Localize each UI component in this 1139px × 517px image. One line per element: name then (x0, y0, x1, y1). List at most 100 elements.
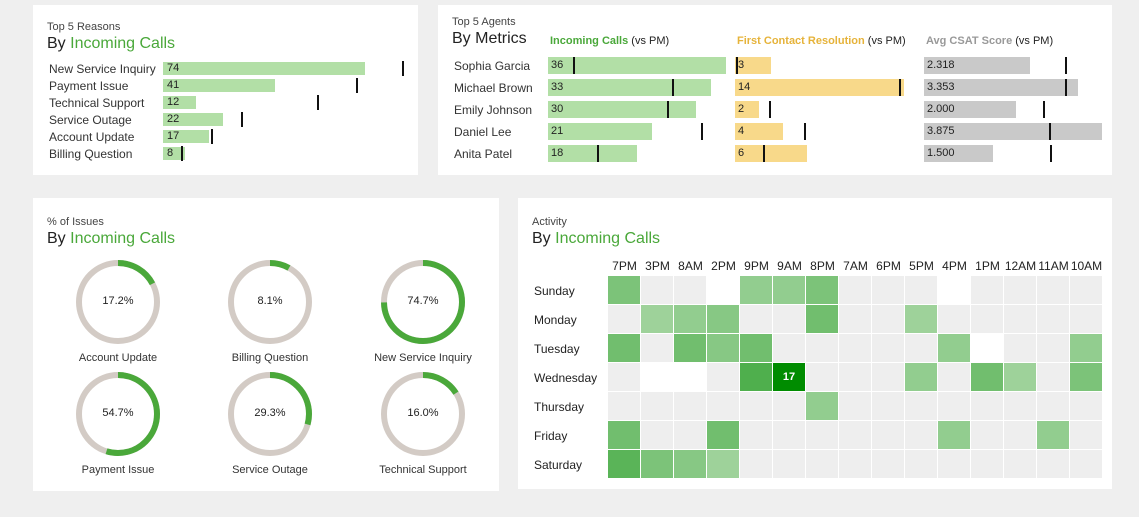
donut-category: Technical Support (379, 464, 467, 476)
agent-target-marker (597, 145, 600, 162)
heatmap-row-label: Saturday (534, 458, 583, 472)
heatmap-cell (707, 334, 739, 362)
agent-target-marker (1043, 101, 1046, 118)
heatmap-cell (806, 334, 838, 362)
heatmap-col-label: 8AM (678, 259, 703, 273)
agents-vs-label: (vs PM) (1012, 35, 1054, 47)
agents-small-title: Top 5 Agents (452, 16, 516, 28)
agent-value: 18 (551, 147, 564, 159)
heatmap-cell (674, 363, 706, 391)
reasons-small-title: Top 5 Reasons (47, 21, 121, 33)
heatmap-cell (971, 305, 1003, 333)
agent-name: Michael Brown (454, 81, 533, 95)
issue-donut (381, 260, 465, 344)
heatmap-cell (707, 276, 739, 304)
heatmap-cell (839, 276, 871, 304)
heatmap-col-label: 10AM (1070, 259, 1103, 273)
heatmap-cell (971, 334, 1003, 362)
heatmap-cell (1037, 334, 1069, 362)
reasons-title-accent: Incoming Calls (70, 35, 176, 52)
heatmap-cell (707, 392, 739, 420)
heatmap-cell (1070, 392, 1102, 420)
heatmap-col-label: 5PM (909, 259, 934, 273)
agent-bar (924, 79, 1079, 96)
agent-target-marker (1065, 57, 1068, 74)
heatmap-col-label: 4PM (942, 259, 967, 273)
heatmap-cell (1070, 450, 1102, 478)
heatmap-cell (938, 305, 970, 333)
heatmap-col-label: 7PM (612, 259, 637, 273)
agents-vs-label: (vs PM) (864, 35, 906, 47)
heatmap-cell (971, 421, 1003, 449)
agent-target-marker (899, 79, 902, 96)
reason-target-marker (317, 95, 320, 110)
heatmap-cell (839, 450, 871, 478)
agent-name: Anita Patel (454, 147, 513, 161)
heatmap-row-label: Sunday (534, 284, 575, 298)
agent-target-marker (666, 101, 669, 118)
reasons-bar-chart: New Service Inquiry 74 Payment Issue 41 Tech… (33, 5, 418, 175)
agents-series-header: Incoming Calls (vs PM) (550, 35, 669, 47)
heatmap-cell (773, 450, 805, 478)
agent-target-marker (1048, 123, 1051, 140)
activity-title-prefix: By (532, 230, 556, 247)
issues-title: By Incoming Calls (47, 230, 175, 248)
heatmap-cell (1037, 305, 1069, 333)
reason-value: 12 (167, 96, 180, 108)
heatmap-cell (971, 392, 1003, 420)
heatmap-cell (674, 276, 706, 304)
heatmap-cell (806, 305, 838, 333)
heatmap-col-label: 1PM (975, 259, 1000, 273)
agent-target-marker (768, 101, 771, 118)
agent-value: 14 (738, 81, 751, 93)
heatmap-cell (1004, 276, 1036, 304)
heatmap-col-label: 6PM (876, 259, 901, 273)
heatmap-cell (674, 421, 706, 449)
heatmap-cell (641, 305, 673, 333)
heatmap-cell (806, 450, 838, 478)
agents-series-header: Avg CSAT Score (vs PM) (926, 35, 1053, 47)
donut-category: New Service Inquiry (374, 352, 472, 364)
heatmap-cell (740, 421, 772, 449)
heatmap-row-label: Wednesday (534, 371, 598, 385)
heatmap-cell (839, 305, 871, 333)
reason-bar (163, 147, 185, 160)
heatmap-cell (1037, 450, 1069, 478)
issues-panel: % of Issues By Incoming Calls 17.2% Accou… (33, 198, 499, 491)
reasons-panel: Top 5 Reasons By Incoming Calls New Serv… (33, 5, 418, 175)
heatmap-cell (839, 363, 871, 391)
reasons-title: By Incoming Calls (47, 35, 175, 53)
agent-bar (548, 57, 726, 74)
reason-value: 8 (167, 147, 174, 159)
agent-value: 2.318 (927, 59, 955, 71)
agent-name: Daniel Lee (454, 125, 512, 139)
donut-percent: 29.3% (254, 407, 286, 419)
heatmap-cell (905, 334, 937, 362)
heatmap-cell (839, 392, 871, 420)
agent-name: Sophia Garcia (454, 59, 531, 73)
agent-bar (924, 57, 1031, 74)
donut-category: Payment Issue (81, 464, 155, 476)
heatmap-cell (905, 276, 937, 304)
heatmap-col-label: 8PM (810, 259, 835, 273)
agent-target-marker (671, 79, 674, 96)
heatmap-cell (1070, 334, 1102, 362)
donut-slice (76, 372, 160, 456)
heatmap-cell (1037, 392, 1069, 420)
agent-target-marker (736, 57, 739, 74)
heatmap-col-label: 9AM (777, 259, 802, 273)
heatmap-cell (1070, 363, 1102, 391)
donut-category: Account Update (78, 352, 158, 364)
heatmap-cell (641, 450, 673, 478)
agents-series-header: First Contact Resolution (vs PM) (737, 35, 906, 47)
donut-slice (381, 372, 465, 456)
heatmap-cell (608, 334, 640, 362)
heatmap-cell (872, 334, 904, 362)
donut-percent: 17.2% (102, 295, 134, 307)
agents-series-name: Avg CSAT Score (926, 35, 1013, 47)
donut-percent: 8.1% (257, 295, 283, 307)
donut-percent: 16.0% (407, 407, 439, 419)
donut-slice (228, 260, 312, 344)
heatmap-cell (674, 334, 706, 362)
heatmap-cell (1004, 421, 1036, 449)
